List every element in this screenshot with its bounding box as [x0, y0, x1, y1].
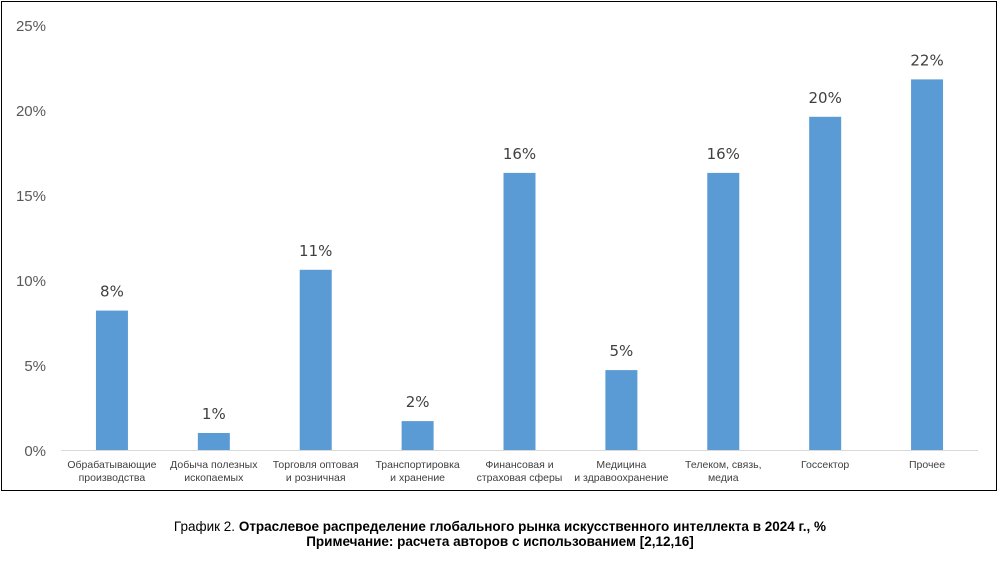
bar: [299, 269, 332, 450]
bar-chart: 0% 5% 10% 15% 20% 25% 8% Обрабатывающиепроизвод…: [16, 18, 978, 484]
x-tick-label: Добыча полезных: [170, 459, 258, 471]
data-label: 5%: [609, 342, 633, 360]
bar: [911, 79, 944, 451]
caption-title: Отраслевое распределение глобального рын…: [238, 519, 827, 534]
x-tick-label: и здравоохранение: [574, 472, 668, 484]
x-tick-label: Госсектор: [801, 459, 849, 471]
bar: [401, 421, 434, 450]
y-tick-label: 25%: [16, 18, 46, 35]
data-label: 16%: [503, 145, 536, 163]
x-tick-label: страховая сферы: [477, 472, 563, 484]
bar: [95, 310, 128, 450]
x-tick-label: и хранение: [390, 472, 445, 484]
data-label: 1%: [202, 405, 226, 423]
data-label: 8%: [100, 283, 124, 301]
x-tick-label: медиа: [708, 472, 739, 484]
x-tick-label: и розничная: [286, 472, 346, 484]
y-tick-label: 20%: [16, 103, 46, 120]
bar: [707, 172, 740, 450]
bar: [197, 433, 230, 450]
y-tick-label: 10%: [16, 273, 46, 290]
x-tick-label: Транспортировка: [375, 459, 459, 471]
bar: [605, 370, 638, 450]
caption-prefix: График 2.: [173, 519, 239, 534]
bar: [503, 172, 536, 450]
x-tick-label: Телеком, связь,: [685, 459, 761, 471]
x-tick-label: производства: [79, 472, 146, 484]
chart-frame: 0% 5% 10% 15% 20% 25% 8% Обрабатывающие производ…: [1, 1, 997, 491]
x-tick-label: Медицина: [596, 459, 646, 471]
y-tick-label: 0%: [24, 443, 46, 460]
bar: [809, 116, 842, 451]
x-tick-label: ископаемых: [184, 472, 244, 484]
y-tick-label: 15%: [16, 188, 46, 205]
y-tick-label: 5%: [24, 358, 46, 375]
data-label: 11%: [299, 242, 332, 260]
figure-caption: График 2. Отраслевое распределение глоба…: [0, 519, 1000, 549]
data-label: 16%: [707, 145, 740, 163]
x-tick-label: Прочее: [909, 459, 945, 471]
data-label: 22%: [910, 51, 943, 69]
data-label: 2%: [406, 393, 430, 411]
x-tick-label: Обрабатывающие: [67, 459, 156, 471]
caption-title-line: График 2. Отраслевое распределение глоба…: [0, 519, 1000, 534]
x-tick-label: Финансовая и: [485, 459, 553, 471]
x-tick-label: Торговля оптовая: [273, 459, 359, 471]
caption-note: Примечание: расчета авторов с использова…: [306, 534, 694, 549]
data-label: 20%: [808, 89, 841, 107]
